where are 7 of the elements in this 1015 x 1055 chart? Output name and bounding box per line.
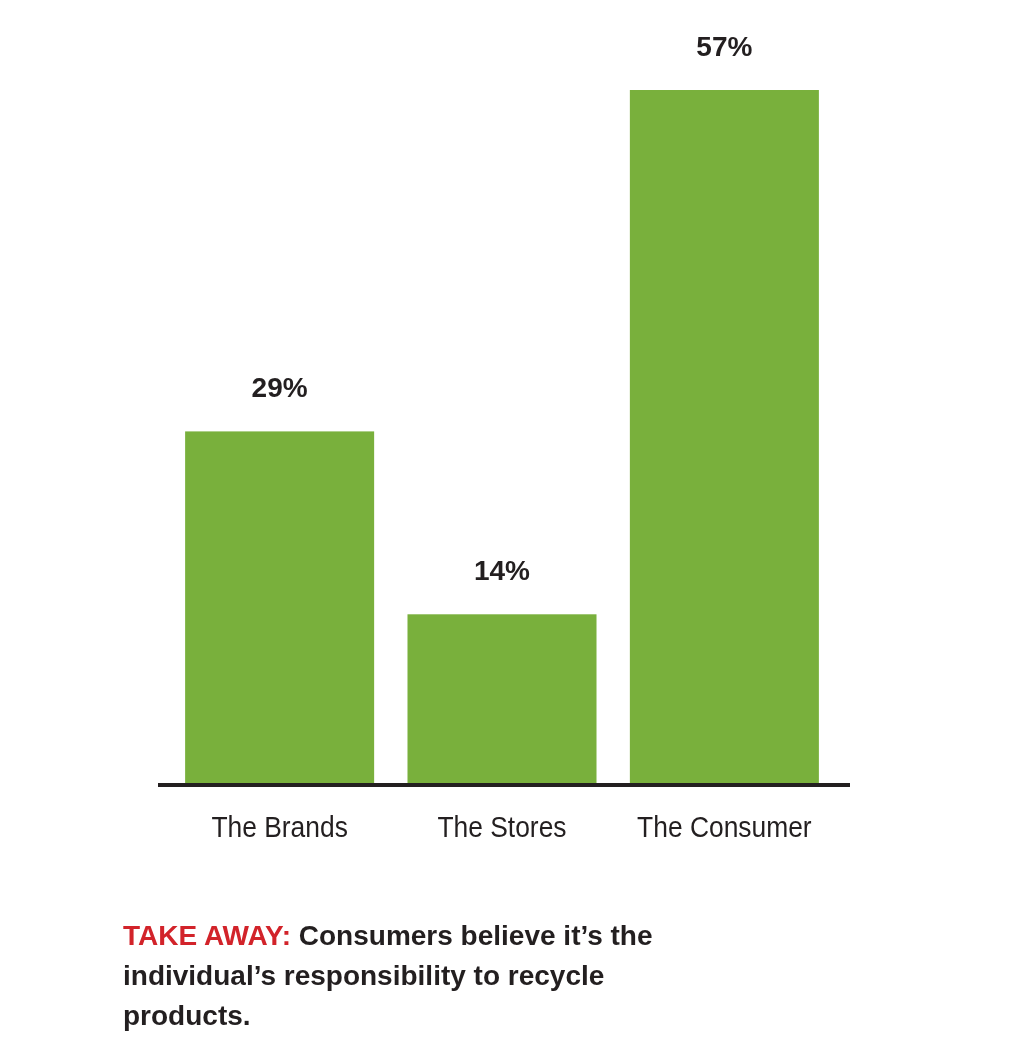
data-label: 14% — [473, 555, 531, 587]
x-tick-label: The Consumer — [637, 809, 812, 844]
text: TAKE AWAY: — [123, 920, 299, 951]
x-tick-label: The Brands — [211, 809, 348, 844]
x-tick-label: The Stores — [437, 809, 567, 844]
data-label: 57% — [696, 31, 753, 62]
data-label: 29% — [251, 372, 308, 404]
